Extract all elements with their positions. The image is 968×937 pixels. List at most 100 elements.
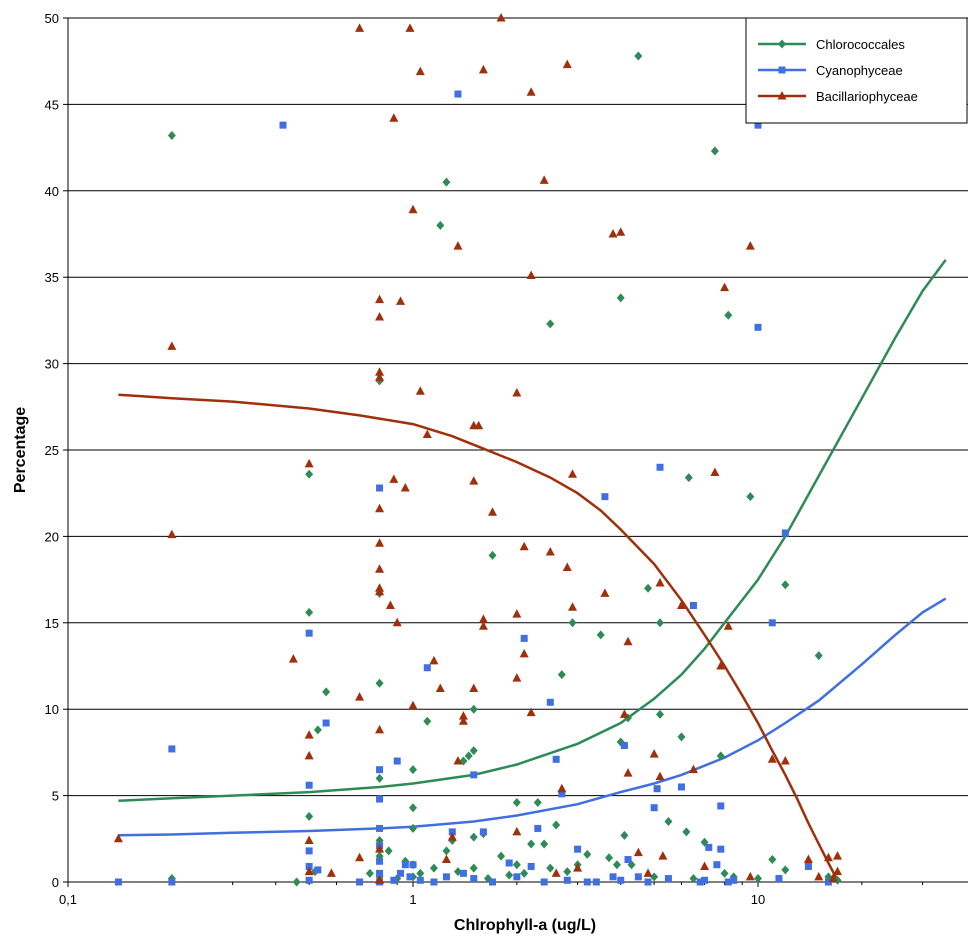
chlorococcales-point: [423, 716, 432, 726]
bacillariophyceae-point: [545, 546, 555, 556]
cyanophyceae-point: [397, 869, 405, 877]
cyanophyceae-point: [479, 828, 487, 836]
cyanophyceae-point: [114, 878, 122, 886]
bacillariophyceae-point: [723, 621, 733, 630]
chlorococcales-point: [313, 725, 322, 735]
chlorococcales-trendline: [118, 259, 947, 803]
chlorococcales-point: [305, 469, 314, 479]
chlorococcales-point: [442, 177, 451, 187]
chlorococcales-point: [512, 798, 521, 808]
bacillariophyceae-point: [655, 771, 665, 781]
chlorococcales-point: [409, 823, 417, 833]
chlorococcales-point: [656, 709, 665, 719]
chlorococcales-point: [429, 863, 438, 873]
chlorococcales-point: [552, 820, 561, 830]
cyanophyceae-point: [644, 878, 652, 886]
chlorococcales-point: [754, 874, 762, 884]
y-tick-label: 15: [45, 616, 59, 631]
cyanophyceae-point: [416, 876, 424, 884]
bacillariophyceae-point: [573, 863, 583, 872]
bacillariophyceae-point: [441, 854, 451, 864]
bacillariophyceae-legend-label: Bacillariophyceae: [816, 89, 918, 104]
cyanophyceae-point: [442, 873, 450, 881]
cyanophyceae-point: [653, 785, 661, 793]
chlorococcales-point: [720, 868, 729, 878]
chlorococcales-point: [167, 131, 176, 141]
chlorococcales-point: [656, 618, 665, 628]
bacillariophyceae-point: [833, 866, 843, 876]
y-tick-label: 25: [45, 443, 59, 458]
chlorococcales-point: [322, 687, 331, 697]
chlorococcales-point: [533, 798, 542, 808]
bacillariophyceae-point: [458, 711, 468, 720]
cyanophyceae-point: [713, 861, 721, 869]
bacillariophyceae-point: [833, 851, 843, 860]
cyanophyceae-point: [168, 878, 176, 886]
bacillariophyceae-point: [633, 847, 643, 857]
bacillariophyceae-point: [478, 621, 488, 630]
bacillariophyceae-point: [375, 503, 385, 513]
bacillariophyceae-point: [113, 833, 123, 843]
bacillariophyceae-point: [658, 851, 668, 860]
bacillariophyceae-point: [304, 866, 314, 876]
cyanophyceae-point: [552, 755, 560, 763]
cyanophyceae-point: [376, 869, 384, 877]
chlorococcales-point: [781, 865, 790, 875]
bacillariophyceae-point: [619, 709, 629, 718]
cyanophyceae-point: [775, 875, 783, 883]
bacillariophyceae-point: [600, 588, 610, 597]
cyanophyceae-point: [305, 781, 313, 789]
bacillariophyceae-point: [375, 724, 385, 734]
chlorococcales-point: [781, 580, 790, 590]
chlorococcales-point: [557, 670, 566, 680]
bacillariophyceae-point: [539, 175, 549, 184]
bacillariophyceae-point: [326, 868, 336, 877]
bacillariophyceae-point: [396, 296, 406, 305]
bacillariophyceae-point: [304, 750, 314, 760]
chlorococcales-point: [416, 868, 425, 878]
cyanophyceae-point: [754, 323, 762, 331]
cyanophyceae-point: [393, 757, 401, 765]
bacillariophyceae-point: [512, 609, 522, 618]
bacillariophyceae-point: [375, 372, 385, 381]
bacillariophyceae-point: [400, 483, 410, 492]
bacillariophyceae-point: [408, 204, 418, 214]
cyanophyceae-point: [409, 861, 417, 869]
cyanophyceae-point: [314, 866, 322, 874]
cyanophyceae-point: [168, 745, 176, 753]
cyanophyceae-point: [634, 873, 642, 881]
bacillariophyceae-point: [385, 600, 395, 610]
bacillariophyceae-point: [519, 541, 529, 551]
y-tick-label: 20: [45, 529, 59, 544]
bacillariophyceae-point: [375, 311, 385, 321]
cyanophyceae-point: [423, 664, 431, 672]
bacillariophyceae-point: [167, 341, 177, 350]
cyanophyceae-point: [279, 121, 287, 129]
chlorococcales-point: [384, 846, 393, 856]
bacillariophyceae-point: [568, 469, 578, 478]
chlorococcales-point: [710, 146, 719, 156]
chlorococcales-point: [409, 765, 417, 775]
cyanophyceae-point: [609, 873, 617, 881]
bacillariophyceae-point: [823, 852, 833, 862]
bacillariophyceae-point: [716, 661, 726, 670]
cyanophyceae-point: [305, 847, 313, 855]
y-axis-title: Percentage: [12, 407, 29, 493]
bacillariophyceae-point: [526, 87, 536, 96]
chlorococcales-point: [436, 220, 445, 230]
chlorococcales-point: [365, 868, 374, 878]
bacillariophyceae-point: [478, 614, 488, 623]
cyanophyceae-point: [376, 857, 384, 865]
bacillariophyceae-point: [512, 387, 522, 397]
cyanophyceae-point: [724, 878, 732, 886]
x-tick-label: 1: [409, 892, 416, 907]
cyanophyceae-point: [768, 619, 776, 627]
bacillariophyceae-legend-marker: [777, 91, 787, 100]
cyanophyceae-point: [505, 859, 513, 867]
bacillariophyceae-point: [415, 386, 425, 395]
cyanophyceae-point: [650, 804, 658, 812]
bacillariophyceae-point: [496, 13, 506, 22]
bacillariophyceae-point: [655, 578, 665, 587]
bacillariophyceae-point: [304, 730, 314, 739]
cyanophyceae-point: [376, 795, 384, 803]
